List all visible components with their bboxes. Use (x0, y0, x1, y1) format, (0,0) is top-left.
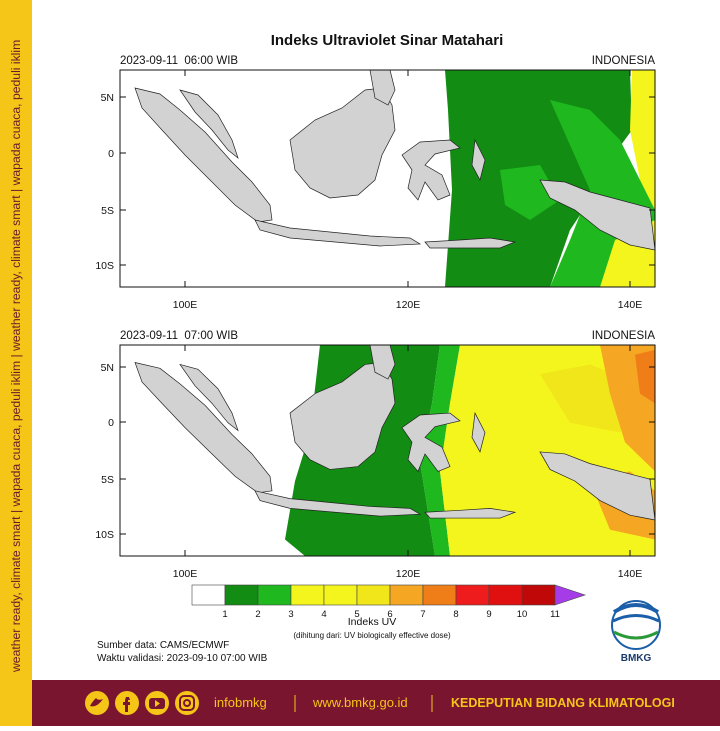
social-icons (85, 691, 199, 715)
data-source: Sumber data: CAMS/ECMWF (97, 640, 229, 651)
footer-accent (0, 680, 32, 726)
lat-label: 0 (108, 148, 114, 160)
department: KEDEPUTIAN BIDANG KLIMATOLOGI (451, 696, 675, 710)
lon-label: 100E (173, 299, 198, 311)
side-strip (0, 0, 32, 680)
colorbar-tick-label: 2 (255, 609, 260, 620)
map-panel: 2023-09-11 06:00 WIB INDONESIA 5N 0 5S 10S 100… (95, 55, 656, 311)
colorbar-tick-label: 6 (387, 609, 392, 620)
lat-label: 5N (101, 92, 114, 104)
map-title: Indeks Ultraviolet Sinar Matahari (271, 32, 504, 49)
map-area (120, 70, 655, 287)
colorbar-box (257, 584, 292, 606)
colorbar-box (290, 584, 325, 606)
panel-time: 2023-09-11 06:00 WIB (120, 55, 238, 67)
colorbar-tick-label: 11 (550, 609, 560, 620)
panel-time: 2023-09-11 07:00 WIB (120, 330, 238, 342)
colorbar-box (422, 584, 457, 606)
colorbar-box (389, 584, 424, 606)
lon-label: 120E (396, 299, 421, 311)
bmkg-logo: BMKG (611, 600, 661, 664)
uv-field (630, 70, 655, 210)
social-handle[interactable]: infobmkg (214, 695, 267, 710)
lon-label: 100E (173, 568, 198, 580)
lat-label: 0 (108, 417, 114, 429)
lat-label: 5N (101, 362, 114, 374)
map-area (120, 345, 655, 556)
map-panels: 2023-09-11 06:00 WIB INDONESIA 5N 0 5S 10S 100… (95, 55, 656, 580)
website[interactable]: www.bmkg.go.id (312, 695, 408, 710)
colorbar-title: Indeks UV (348, 616, 396, 628)
lat-label: 10S (95, 260, 114, 272)
colorbar-tick-label: 4 (321, 609, 326, 620)
side-slogan: weather ready, climate smart | wapada cu… (9, 40, 23, 673)
logo-text: BMKG (621, 653, 652, 664)
colorbar-box (488, 584, 523, 606)
colorbar: 1 2 3 4 5 6 7 8 9 10 11 (191, 584, 586, 620)
lat-label: 5S (101, 205, 114, 217)
colorbar-box (455, 584, 490, 606)
colorbar-tick-label: 1 (222, 609, 227, 620)
colorbar-tick-label: 7 (420, 609, 425, 620)
lon-label: 120E (396, 568, 421, 580)
lon-label: 140E (618, 299, 643, 311)
colorbar-tick-label: 5 (354, 609, 359, 620)
colorbar-box (191, 584, 226, 606)
validity-time: Waktu validasi: 2023-09-10 07:00 WIB (97, 653, 268, 664)
map-frame (119, 69, 656, 288)
colorbar-box (521, 584, 556, 606)
map-frame (119, 344, 656, 557)
uv-field (635, 349, 655, 404)
colorbar-box (224, 584, 259, 606)
lat-label: 10S (95, 529, 114, 541)
uv-field (500, 165, 560, 220)
lat-label: 5S (101, 474, 114, 486)
colorbar-tick-label: 10 (517, 609, 528, 620)
colorbar-tick-label: 8 (453, 609, 458, 620)
colorbar-tick-label: 3 (288, 609, 293, 620)
panel-region: INDONESIA (592, 330, 656, 342)
colorbar-box (323, 584, 358, 606)
instagram-icon[interactable] (175, 691, 199, 715)
colorbar-note: (dihitung dari: UV biologically effectiv… (293, 631, 451, 640)
lon-label: 140E (618, 568, 643, 580)
colorbar-tick-label: 9 (486, 609, 491, 620)
map-panel: 2023-09-11 07:00 WIB INDONESIA 5N 0 5S 10S 100… (95, 330, 656, 580)
panel-region: INDONESIA (592, 55, 656, 67)
colorbar-box (356, 584, 391, 606)
colorbar-extension (554, 584, 586, 606)
